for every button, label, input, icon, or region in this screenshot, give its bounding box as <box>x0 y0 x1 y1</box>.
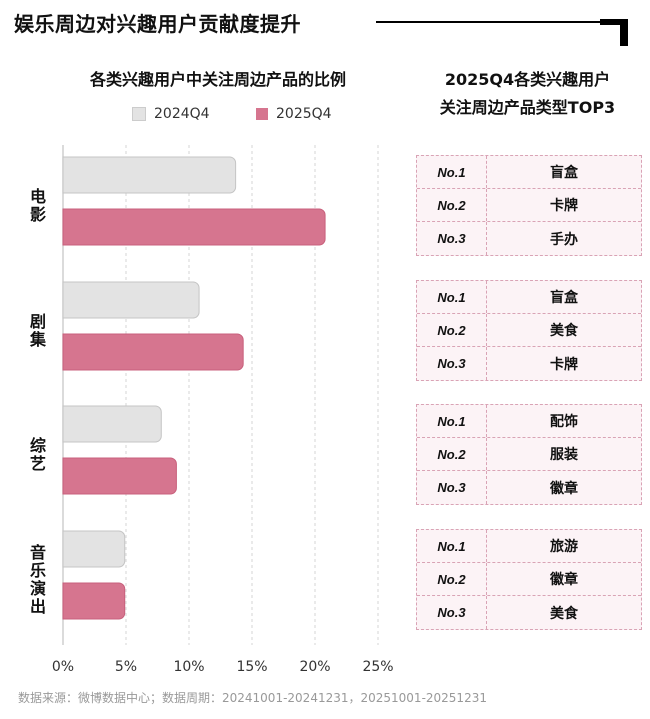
table-title-line: 关注周边产品类型TOP3 <box>439 98 616 117</box>
product-cell: 徽章 <box>550 480 578 497</box>
table-row: No.1 盲盒 <box>417 156 641 189</box>
rank-cell: No.2 <box>417 438 487 470</box>
top3-table-综艺: No.1 配饰 No.2 服装 No.3 徽章 <box>416 404 642 505</box>
product-cell: 服装 <box>550 447 578 463</box>
x-tick-label: 15% <box>236 659 267 675</box>
table-row: No.2 服装 <box>417 438 641 471</box>
corner-bracket-decoration <box>620 19 628 46</box>
table-row: No.2 卡牌 <box>417 189 641 222</box>
bar-2024Q4-音乐演出 <box>62 530 126 568</box>
data-source-footer: 数据来源：微博数据中心；数据周期：20241001-20241231，20251… <box>18 691 487 705</box>
category-label: 音乐演出 <box>30 543 46 616</box>
category-label: 电影 <box>30 187 46 224</box>
rank-cell: No.3 <box>417 471 487 504</box>
bar-2025Q4-音乐演出 <box>62 582 126 620</box>
legend-swatch <box>256 108 268 120</box>
table-row: No.1 盲盒 <box>417 281 641 314</box>
rank-cell: No.3 <box>417 222 487 255</box>
legend-label: 2025Q4 <box>276 106 332 122</box>
legend-item-2024q4: 2024Q4 <box>132 106 210 122</box>
table-row: No.3 卡牌 <box>417 347 641 380</box>
x-tick-label: 25% <box>362 659 393 675</box>
rank-cell: No.1 <box>417 281 487 313</box>
rank-cell: No.1 <box>417 530 487 562</box>
category-label: 综艺 <box>30 436 46 473</box>
bar-2025Q4-电影 <box>62 208 326 246</box>
product-cell: 盲盒 <box>550 165 578 181</box>
table-title-line: 2025Q4各类兴趣用户 <box>444 70 611 89</box>
bar-2024Q4-剧集 <box>62 281 200 319</box>
title-divider <box>376 21 606 23</box>
rank-cell: No.2 <box>417 314 487 346</box>
product-cell: 徽章 <box>550 572 578 588</box>
corner-bracket-decoration <box>600 19 628 25</box>
rank-cell: No.2 <box>417 189 487 221</box>
rank-cell: No.3 <box>417 596 487 629</box>
bar-2024Q4-综艺 <box>62 405 162 443</box>
table-row: No.2 徽章 <box>417 563 641 596</box>
table-row: No.1 配饰 <box>417 405 641 438</box>
table-row: No.2 美食 <box>417 314 641 347</box>
page-title: 娱乐周边对兴趣用户贡献度提升 <box>14 12 301 36</box>
legend-swatch <box>132 107 146 121</box>
category-label: 剧集 <box>29 312 47 349</box>
rank-cell: No.2 <box>417 563 487 595</box>
bar-2024Q4-电影 <box>62 156 237 194</box>
product-cell: 旅游 <box>550 539 578 555</box>
rank-cell: No.1 <box>417 156 487 188</box>
product-cell: 盲盒 <box>550 290 578 306</box>
legend-label: 2024Q4 <box>154 106 210 122</box>
table-row: No.3 美食 <box>417 596 641 629</box>
x-tick-label: 5% <box>115 659 137 675</box>
product-cell: 手办 <box>550 231 578 248</box>
product-cell: 配饰 <box>550 414 578 430</box>
bar-2025Q4-综艺 <box>62 457 177 495</box>
chart-title: 各类兴趣用户中关注周边产品的比例 <box>89 70 346 89</box>
product-cell: 美食 <box>550 323 578 339</box>
table-row: No.1 旅游 <box>417 530 641 563</box>
product-cell: 卡牌 <box>550 198 578 214</box>
top3-table-电影: No.1 盲盒 No.2 卡牌 No.3 手办 <box>416 155 642 256</box>
legend-item-2025q4: 2025Q4 <box>256 106 332 122</box>
top3-table-剧集: No.1 盲盒 No.2 美食 No.3 卡牌 <box>416 280 642 381</box>
table-row: No.3 徽章 <box>417 471 641 504</box>
product-cell: 美食 <box>550 605 578 622</box>
x-tick-label: 20% <box>299 659 330 675</box>
rank-cell: No.3 <box>417 347 487 380</box>
product-cell: 卡牌 <box>550 356 578 373</box>
x-tick-label: 0% <box>52 659 74 675</box>
rank-cell: No.1 <box>417 405 487 437</box>
top3-table-音乐演出: No.1 旅游 No.2 徽章 No.3 美食 <box>416 529 642 630</box>
table-title: 2025Q4各类兴趣用户 关注周边产品类型TOP3 <box>405 66 650 122</box>
bar-2025Q4-剧集 <box>62 333 244 371</box>
table-row: No.3 手办 <box>417 222 641 255</box>
x-tick-label: 10% <box>173 659 204 675</box>
